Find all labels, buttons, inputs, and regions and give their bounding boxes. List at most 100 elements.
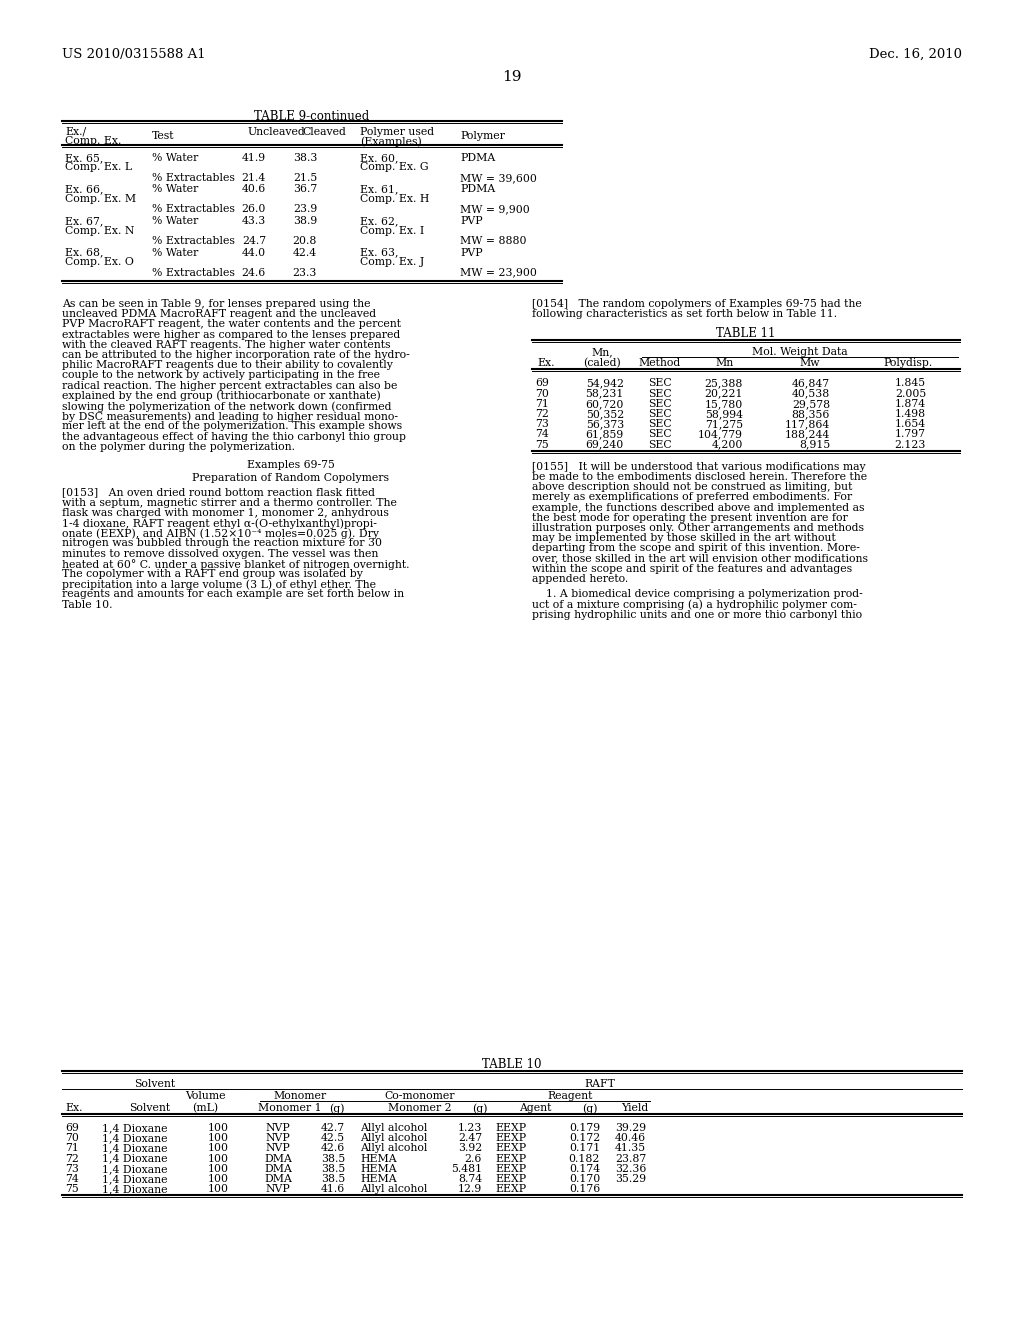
Text: 0.179: 0.179 [569,1123,600,1133]
Text: 69: 69 [536,379,549,388]
Text: 5.481: 5.481 [451,1164,482,1173]
Text: 8.74: 8.74 [458,1173,482,1184]
Text: 0.176: 0.176 [568,1184,600,1195]
Text: HEMA: HEMA [360,1154,396,1164]
Text: Comp. Ex. J: Comp. Ex. J [360,257,424,267]
Text: % Water: % Water [152,153,199,162]
Text: Table 10.: Table 10. [62,599,113,610]
Text: Monomer 2: Monomer 2 [388,1104,452,1113]
Text: 43.3: 43.3 [242,216,266,226]
Text: 0.170: 0.170 [568,1173,600,1184]
Text: 1.845: 1.845 [895,379,926,388]
Text: 20,221: 20,221 [705,388,743,399]
Text: Reagent: Reagent [547,1092,593,1101]
Text: 70: 70 [65,1133,79,1143]
Text: Comp. Ex. L: Comp. Ex. L [65,162,132,173]
Text: Ex.: Ex. [65,1104,83,1113]
Text: 39.29: 39.29 [615,1123,646,1133]
Text: 1-4 dioxane, RAFT reagent ethyl α-(O-ethylxanthyl)propi-: 1-4 dioxane, RAFT reagent ethyl α-(O-eth… [62,517,377,528]
Text: EEXP: EEXP [495,1173,526,1184]
Text: 42.6: 42.6 [321,1143,345,1154]
Text: Mn,: Mn, [591,347,613,358]
Text: 38.5: 38.5 [321,1173,345,1184]
Text: DMA: DMA [264,1164,292,1173]
Text: Comp. Ex. I: Comp. Ex. I [360,226,424,235]
Text: NVP: NVP [265,1123,291,1133]
Text: 188,244: 188,244 [784,429,830,440]
Text: 4,200: 4,200 [712,440,743,450]
Text: flask was charged with monomer 1, monomer 2, anhydrous: flask was charged with monomer 1, monome… [62,508,389,517]
Text: the advantageous effect of having the thio carbonyl thio group: the advantageous effect of having the th… [62,432,406,442]
Text: Ex. 62,: Ex. 62, [360,216,398,226]
Text: HEMA: HEMA [360,1164,396,1173]
Text: example, the functions described above and implemented as: example, the functions described above a… [532,503,864,512]
Text: slowing the polymerization of the network down (confirmed: slowing the polymerization of the networ… [62,401,391,412]
Text: 29,578: 29,578 [792,399,830,409]
Text: 50,352: 50,352 [586,409,624,418]
Text: Co-monomer: Co-monomer [385,1092,456,1101]
Text: 1.654: 1.654 [895,420,926,429]
Text: Monomer: Monomer [273,1092,327,1101]
Text: Mol. Weight Data: Mol. Weight Data [753,347,848,358]
Text: reagents and amounts for each example are set forth below in: reagents and amounts for each example ar… [62,590,404,599]
Text: the best mode for operating the present invention are for: the best mode for operating the present … [532,512,848,523]
Text: (mL): (mL) [191,1104,218,1113]
Text: 1,4 Dioxane: 1,4 Dioxane [102,1164,168,1173]
Text: % Extractables: % Extractables [152,173,234,183]
Text: 104,779: 104,779 [698,429,743,440]
Text: 72: 72 [536,409,549,418]
Text: EEXP: EEXP [495,1143,526,1154]
Text: Ex. 63,: Ex. 63, [360,248,398,257]
Text: Examples 69-75: Examples 69-75 [247,459,335,470]
Text: 0.174: 0.174 [569,1164,600,1173]
Text: 71: 71 [536,399,549,409]
Text: Mw: Mw [800,359,820,368]
Text: Ex. 68,: Ex. 68, [65,248,103,257]
Text: 70: 70 [536,388,549,399]
Text: above description should not be construed as limiting, but: above description should not be construe… [532,482,852,492]
Text: TABLE 11: TABLE 11 [717,327,776,341]
Text: Method: Method [639,359,681,368]
Text: (Examples): (Examples) [360,136,422,147]
Text: HEMA: HEMA [360,1173,396,1184]
Text: 100: 100 [208,1133,228,1143]
Text: Solvent: Solvent [129,1104,171,1113]
Text: 19: 19 [502,70,522,84]
Text: EEXP: EEXP [495,1123,526,1133]
Text: MW = 23,900: MW = 23,900 [460,268,537,277]
Text: 60,720: 60,720 [586,399,624,409]
Text: 1,4 Dioxane: 1,4 Dioxane [102,1184,168,1195]
Text: 1. A biomedical device comprising a polymerization prod-: 1. A biomedical device comprising a poly… [532,589,863,599]
Text: As can be seen in Table 9, for lenses prepared using the: As can be seen in Table 9, for lenses pr… [62,300,371,309]
Text: 0.171: 0.171 [568,1143,600,1154]
Text: EEXP: EEXP [495,1154,526,1164]
Text: (g): (g) [472,1104,487,1114]
Text: DMA: DMA [264,1173,292,1184]
Text: 38.5: 38.5 [321,1164,345,1173]
Text: Ex. 66,: Ex. 66, [65,185,103,194]
Text: % Water: % Water [152,185,199,194]
Text: explained by the end group (trithiocarbonate or xanthate): explained by the end group (trithiocarbo… [62,391,381,401]
Text: 20.8: 20.8 [293,236,317,246]
Text: 32.36: 32.36 [615,1164,646,1173]
Text: Yield: Yield [622,1104,648,1113]
Text: 46,847: 46,847 [792,379,830,388]
Text: Comp. Ex. O: Comp. Ex. O [65,257,134,267]
Text: SEC: SEC [648,429,672,440]
Text: SEC: SEC [648,440,672,450]
Text: DMA: DMA [264,1154,292,1164]
Text: heated at 60° C. under a passive blanket of nitrogen overnight.: heated at 60° C. under a passive blanket… [62,558,410,570]
Text: Comp. Ex. H: Comp. Ex. H [360,194,429,205]
Text: (g): (g) [583,1104,598,1114]
Text: 71,275: 71,275 [705,420,743,429]
Text: Solvent: Solvent [134,1078,175,1089]
Text: Cleaved: Cleaved [302,127,346,137]
Text: 0.182: 0.182 [568,1154,600,1164]
Text: Comp. Ex.: Comp. Ex. [65,136,122,147]
Text: onate (EEXP), and AIBN (1.52×10⁻⁴ moles=0.025 g). Dry: onate (EEXP), and AIBN (1.52×10⁻⁴ moles=… [62,528,379,539]
Text: NVP: NVP [265,1133,291,1143]
Text: Polydisp.: Polydisp. [884,359,933,368]
Text: 100: 100 [208,1143,228,1154]
Text: 38.3: 38.3 [293,153,317,162]
Text: Ex./: Ex./ [65,127,86,137]
